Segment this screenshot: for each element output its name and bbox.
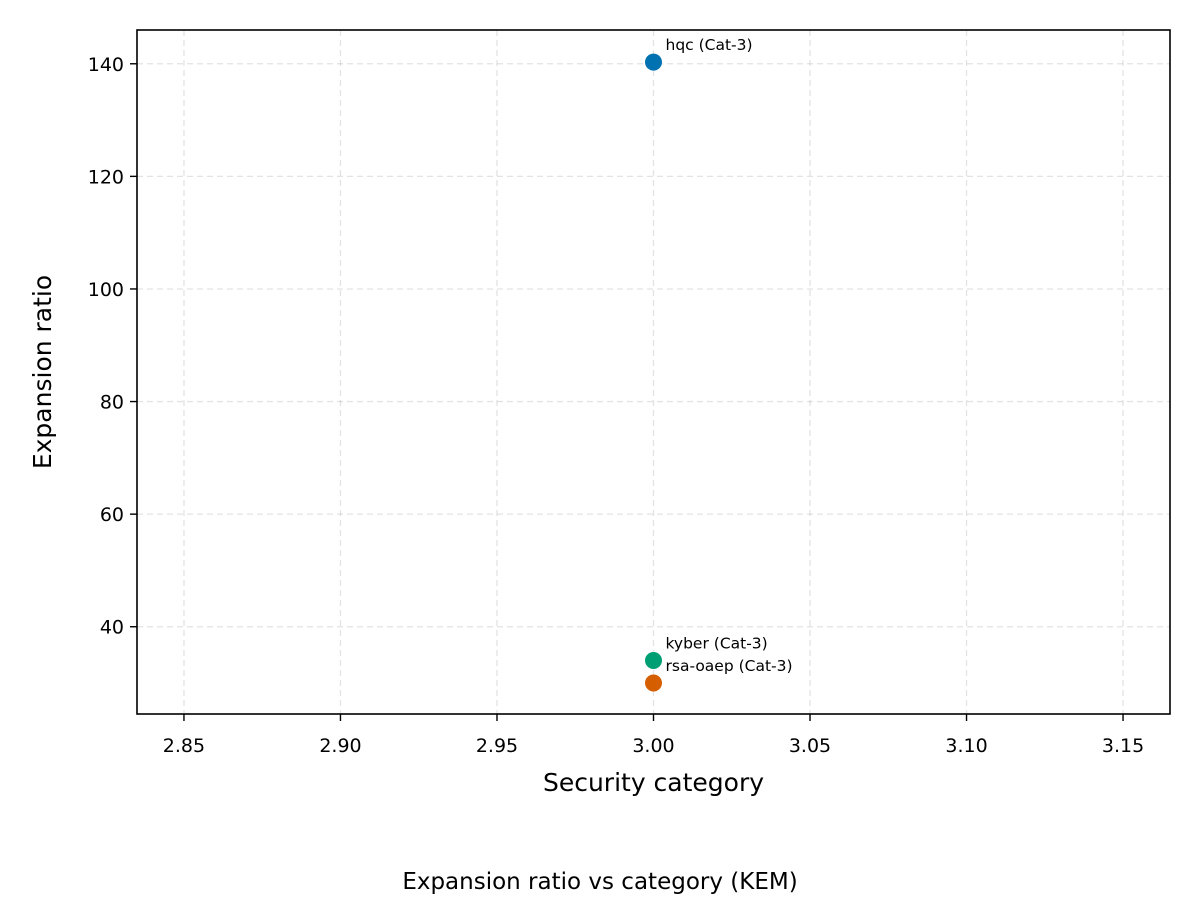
y-tick-label: 60 — [100, 504, 124, 526]
x-tick-label: 2.90 — [319, 735, 361, 757]
x-tick-label: 3.05 — [789, 735, 831, 757]
y-axis-label: Expansion ratio — [28, 275, 57, 469]
x-tick-label: 3.00 — [632, 735, 674, 757]
y-tick-label: 40 — [100, 617, 124, 639]
x-tick-label: 2.85 — [163, 735, 205, 757]
x-tick-label: 2.95 — [476, 735, 518, 757]
x-tick-label: 3.10 — [945, 735, 987, 757]
y-tick-label: 80 — [100, 392, 124, 414]
x-axis-label: Security category — [543, 768, 764, 797]
y-tick-label: 100 — [88, 279, 124, 301]
data-point-label: hqc (Cat-3) — [666, 36, 753, 54]
data-points: hqc (Cat-3) kyber (Cat-3) rsa-oaep (Cat-3) — [645, 36, 793, 692]
x-tick-label: 3.15 — [1102, 735, 1144, 757]
chart-caption: Expansion ratio vs category (KEM) — [402, 869, 797, 895]
data-point-label: rsa-oaep (Cat-3) — [666, 657, 793, 675]
y-tick-label: 120 — [88, 166, 124, 188]
y-tick-label: 140 — [88, 54, 124, 76]
axis-ticks: 2.85 2.90 2.95 3.00 3.05 3.10 3.15 40 60 80 100 120… — [88, 54, 1144, 757]
data-point-label: kyber (Cat-3) — [666, 635, 768, 653]
grid — [137, 30, 1170, 714]
